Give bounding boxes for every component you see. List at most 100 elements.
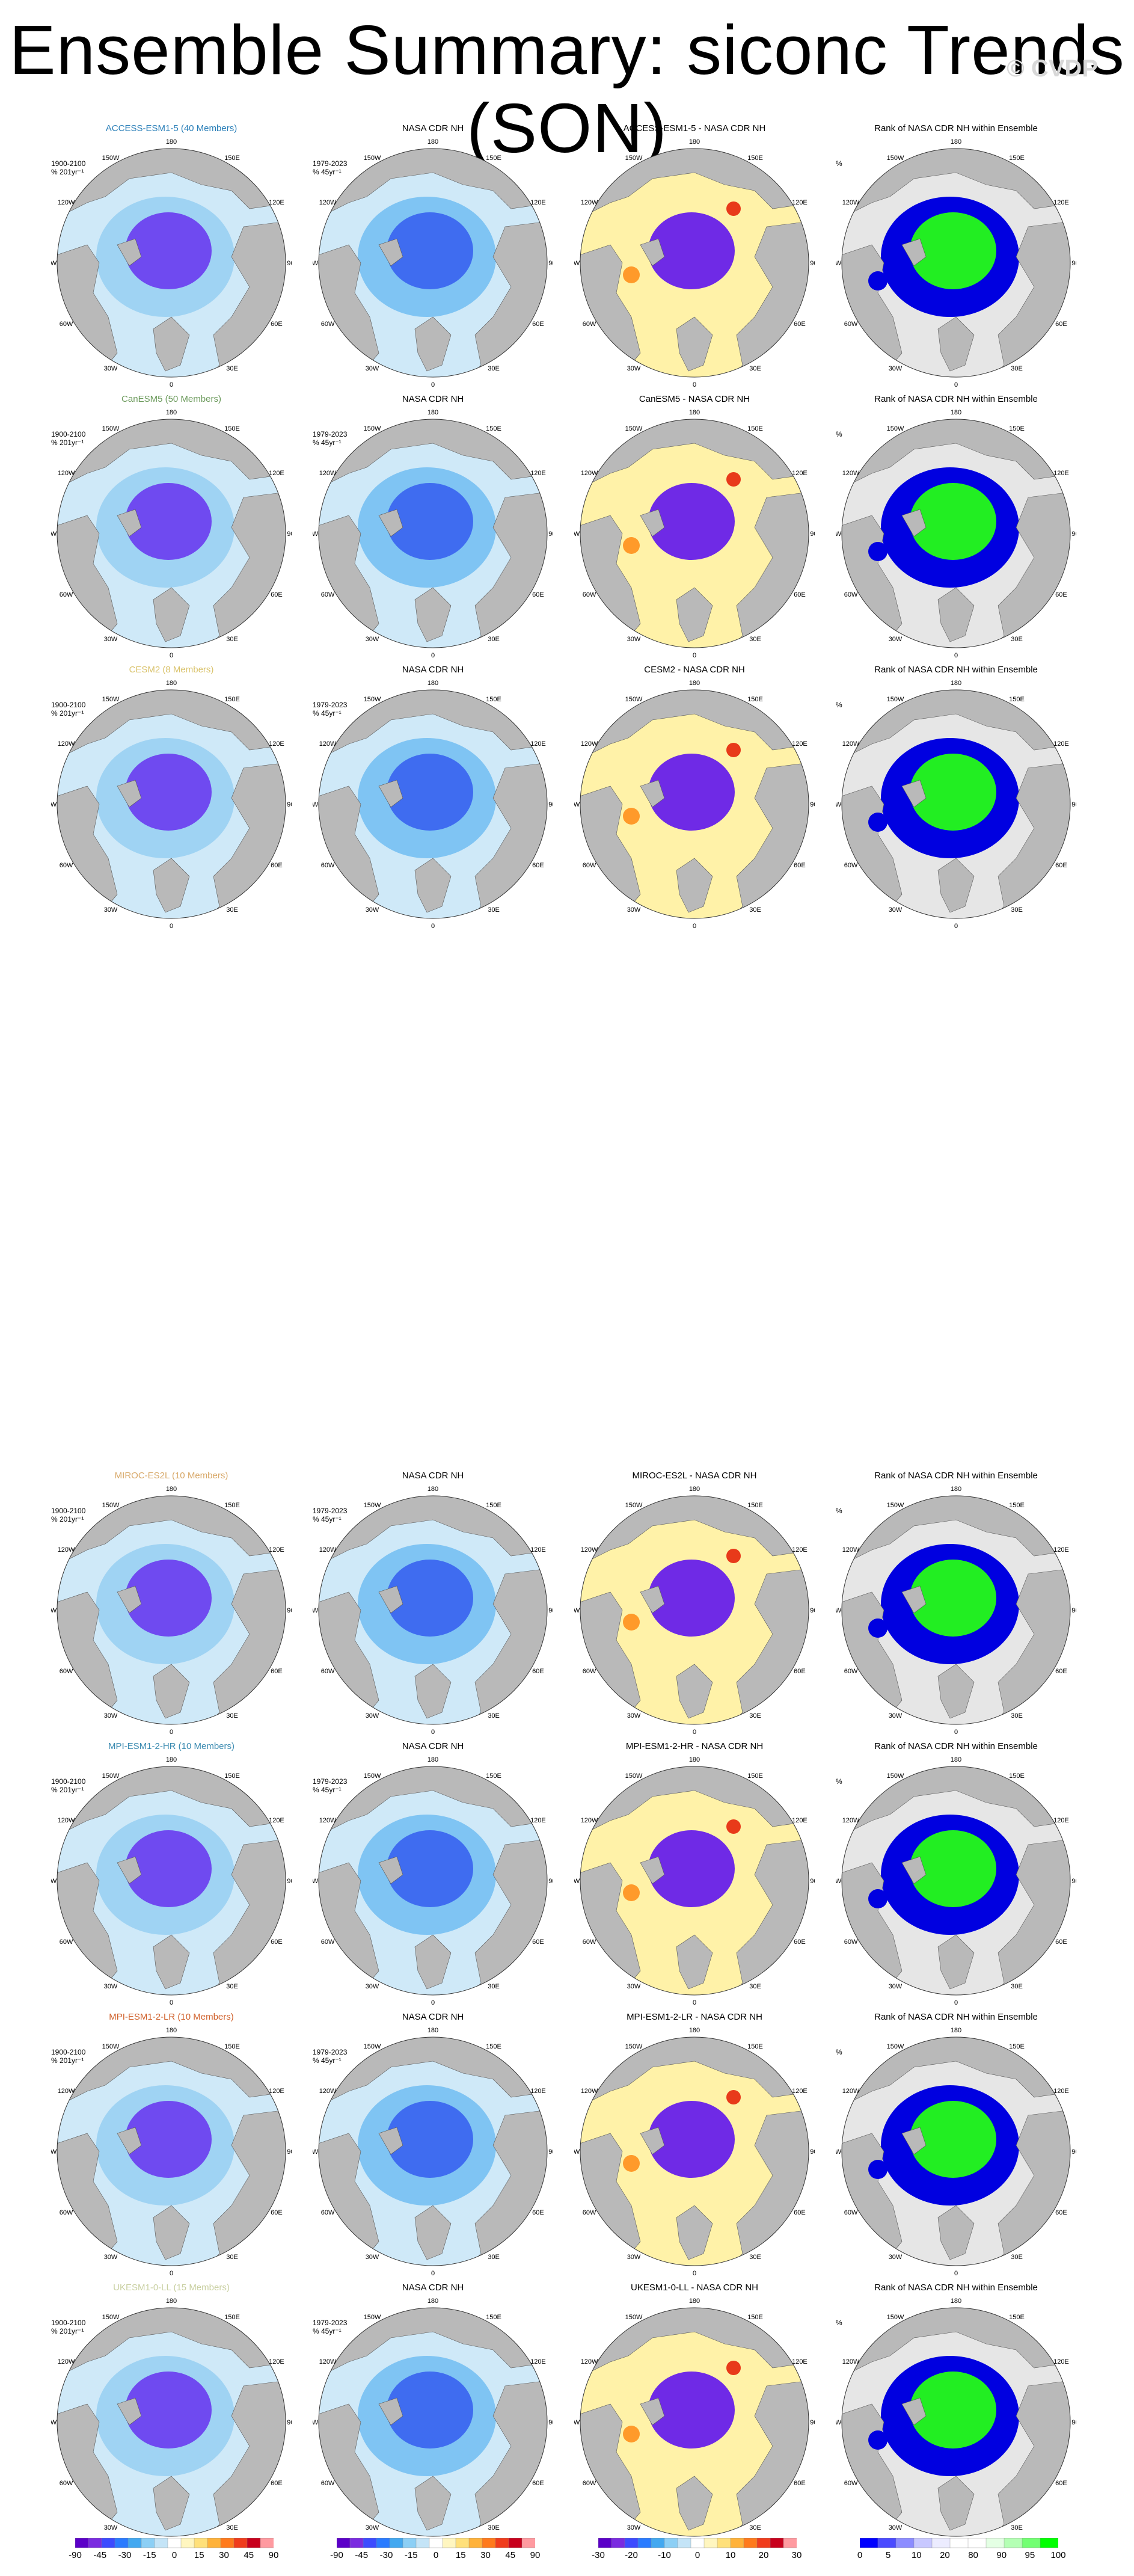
longitude-label: 60W bbox=[321, 321, 335, 328]
longitude-label: 180 bbox=[166, 1756, 177, 1763]
longitude-label: 60E bbox=[532, 862, 544, 869]
model-map-panel: UKESM1-0-LL (15 Members) 180 150E 120E 90E 60… bbox=[51, 2282, 292, 2548]
model-map-panel: MIROC-ES2L (10 Members) 180 150E 120E 90E 60E… bbox=[51, 1471, 292, 1736]
longitude-label: 150E bbox=[224, 696, 240, 703]
longitude-label: 120E bbox=[792, 199, 808, 206]
longitude-label: 0 bbox=[431, 381, 435, 389]
central-arctic-field bbox=[387, 1560, 473, 1637]
period-units-label: % bbox=[836, 701, 842, 709]
longitude-label: 30E bbox=[749, 2524, 761, 2531]
map-boundary bbox=[580, 2037, 809, 2266]
map-boundary bbox=[841, 419, 1071, 648]
longitude-label: 180 bbox=[428, 2027, 438, 2034]
central-arctic-field bbox=[648, 1560, 735, 1637]
colorbar-swatch bbox=[194, 2538, 208, 2548]
ensemble-row: CanESM5 (50 Members) 180 150E 120E 90E 60E 30E… bbox=[0, 394, 1134, 659]
longitude-label: 30W bbox=[366, 2254, 379, 2261]
map-boundary bbox=[57, 2037, 286, 2266]
colorbar-swatch bbox=[611, 2538, 625, 2548]
land-mass bbox=[937, 858, 975, 913]
longitude-label: 150W bbox=[625, 425, 643, 432]
period-units-label: 1900-2100 % 201yr⁻¹ bbox=[51, 1507, 86, 1523]
longitude-label: 180 bbox=[166, 409, 177, 416]
longitude-label: 120E bbox=[792, 470, 808, 477]
central-arctic-field bbox=[648, 212, 735, 289]
diff-map-panel: MPI-ESM1-2-HR - NASA CDR NH 180 150E 120E 90… bbox=[574, 1741, 815, 2006]
period-units-label: 1900-2100 % 201yr⁻¹ bbox=[51, 2319, 86, 2335]
longitude-label: 90W bbox=[836, 801, 842, 808]
map-boundary bbox=[580, 2307, 809, 2537]
longitude-label: 150W bbox=[625, 2043, 643, 2050]
period-units-label: % bbox=[836, 2319, 842, 2327]
longitude-label: 150E bbox=[1009, 696, 1025, 703]
longitude-label: 30W bbox=[366, 636, 379, 643]
longitude-label: 60E bbox=[532, 591, 544, 598]
diff-polar-map: 180 150E 120E 90E 60E 30E 0 30W 60W 90W 120W 150W bbox=[574, 1486, 815, 1736]
central-arctic-field bbox=[910, 2372, 996, 2448]
model-panel-title: CanESM5 (50 Members) bbox=[121, 394, 221, 404]
land-mass bbox=[937, 2476, 975, 2531]
longitude-label: 90W bbox=[574, 801, 580, 808]
longitude-label: 150W bbox=[887, 1502, 904, 1509]
map-boundary bbox=[580, 689, 809, 919]
land-mass bbox=[117, 779, 142, 808]
colorbar-swatch bbox=[468, 2538, 483, 2548]
central-arctic-field bbox=[125, 1560, 212, 1637]
longitude-label: 180 bbox=[428, 138, 438, 146]
longitude-label: 60W bbox=[844, 591, 858, 598]
longitude-label: 150E bbox=[747, 155, 763, 162]
model-map-panel: CanESM5 (50 Members) 180 150E 120E 90E 60E 30E… bbox=[51, 394, 292, 659]
rank-map-panel: Rank of NASA CDR NH within Ensemble 180 15… bbox=[836, 2012, 1076, 2277]
land-mass bbox=[117, 2127, 142, 2155]
longitude-label: 150W bbox=[887, 155, 904, 162]
land-mass bbox=[117, 1585, 142, 1614]
longitude-label: 30W bbox=[104, 2254, 118, 2261]
diff-polar-map: 180 150E 120E 90E 60E 30E 0 30W 60W 90W 120W 150W bbox=[574, 2027, 815, 2277]
longitude-label: 150W bbox=[887, 2043, 904, 2050]
longitude-label: 60E bbox=[532, 2480, 544, 2487]
rank-map-panel: Rank of NASA CDR NH within Ensemble 180 15… bbox=[836, 2282, 1076, 2548]
longitude-label: 120E bbox=[792, 740, 808, 748]
positive-anomaly bbox=[726, 472, 741, 487]
longitude-label: 60E bbox=[271, 2209, 283, 2216]
longitude-label: 90W bbox=[51, 1878, 57, 1885]
longitude-label: 150E bbox=[1009, 425, 1025, 432]
longitude-label: 90W bbox=[313, 801, 319, 808]
period-units-label: 1979-2023 % 45yr⁻¹ bbox=[313, 430, 348, 447]
longitude-label: 150E bbox=[486, 155, 501, 162]
rank-panel-title: Rank of NASA CDR NH within Ensemble bbox=[874, 123, 1038, 134]
longitude-label: 90W bbox=[51, 2419, 57, 2426]
longitude-label: 90E bbox=[548, 2148, 553, 2156]
land-mass bbox=[901, 779, 927, 808]
land-mass bbox=[901, 509, 927, 537]
colorbar-tick-label: 90 bbox=[530, 2550, 541, 2560]
longitude-label: 60E bbox=[1055, 591, 1067, 598]
longitude-label: 180 bbox=[166, 2298, 177, 2305]
longitude-label: 30E bbox=[1011, 1712, 1023, 1720]
central-arctic-field bbox=[125, 483, 212, 560]
colorbar-swatch bbox=[703, 2538, 718, 2548]
longitude-label: 0 bbox=[170, 923, 173, 930]
central-arctic-field bbox=[648, 1830, 735, 1907]
central-arctic-field bbox=[387, 754, 473, 831]
map-boundary bbox=[841, 2037, 1071, 2266]
longitude-label: 150W bbox=[102, 2314, 120, 2321]
colorbar-swatch bbox=[389, 2538, 403, 2548]
longitude-label: 120E bbox=[1053, 740, 1069, 748]
obs-polar-map: 180 150E 120E 90E 60E 30E 0 30W 60W 90W 120W 150W bbox=[313, 2027, 553, 2277]
colorbar: -90 -45 -30 -15 0 15 30 45 90 bbox=[69, 2538, 278, 2568]
central-arctic-field bbox=[648, 754, 735, 831]
longitude-label: 60W bbox=[60, 1668, 73, 1675]
land-mass bbox=[640, 2127, 665, 2155]
longitude-label: 120E bbox=[1053, 470, 1069, 477]
central-arctic-field bbox=[125, 754, 212, 831]
map-boundary bbox=[841, 1495, 1071, 1725]
colorbar-swatch bbox=[651, 2538, 665, 2548]
longitude-label: 150E bbox=[224, 1502, 240, 1509]
model-panel-title: MPI-ESM1-2-HR (10 Members) bbox=[108, 1741, 235, 1751]
longitude-label: 60E bbox=[271, 2480, 283, 2487]
rank-polar-map: 180 150E 120E 90E 60E 30E 0 30W 60W 90W 120W 150W bbox=[836, 409, 1076, 659]
map-boundary bbox=[580, 1495, 809, 1725]
longitude-label: 90W bbox=[574, 1878, 580, 1885]
land-mass bbox=[153, 858, 190, 913]
